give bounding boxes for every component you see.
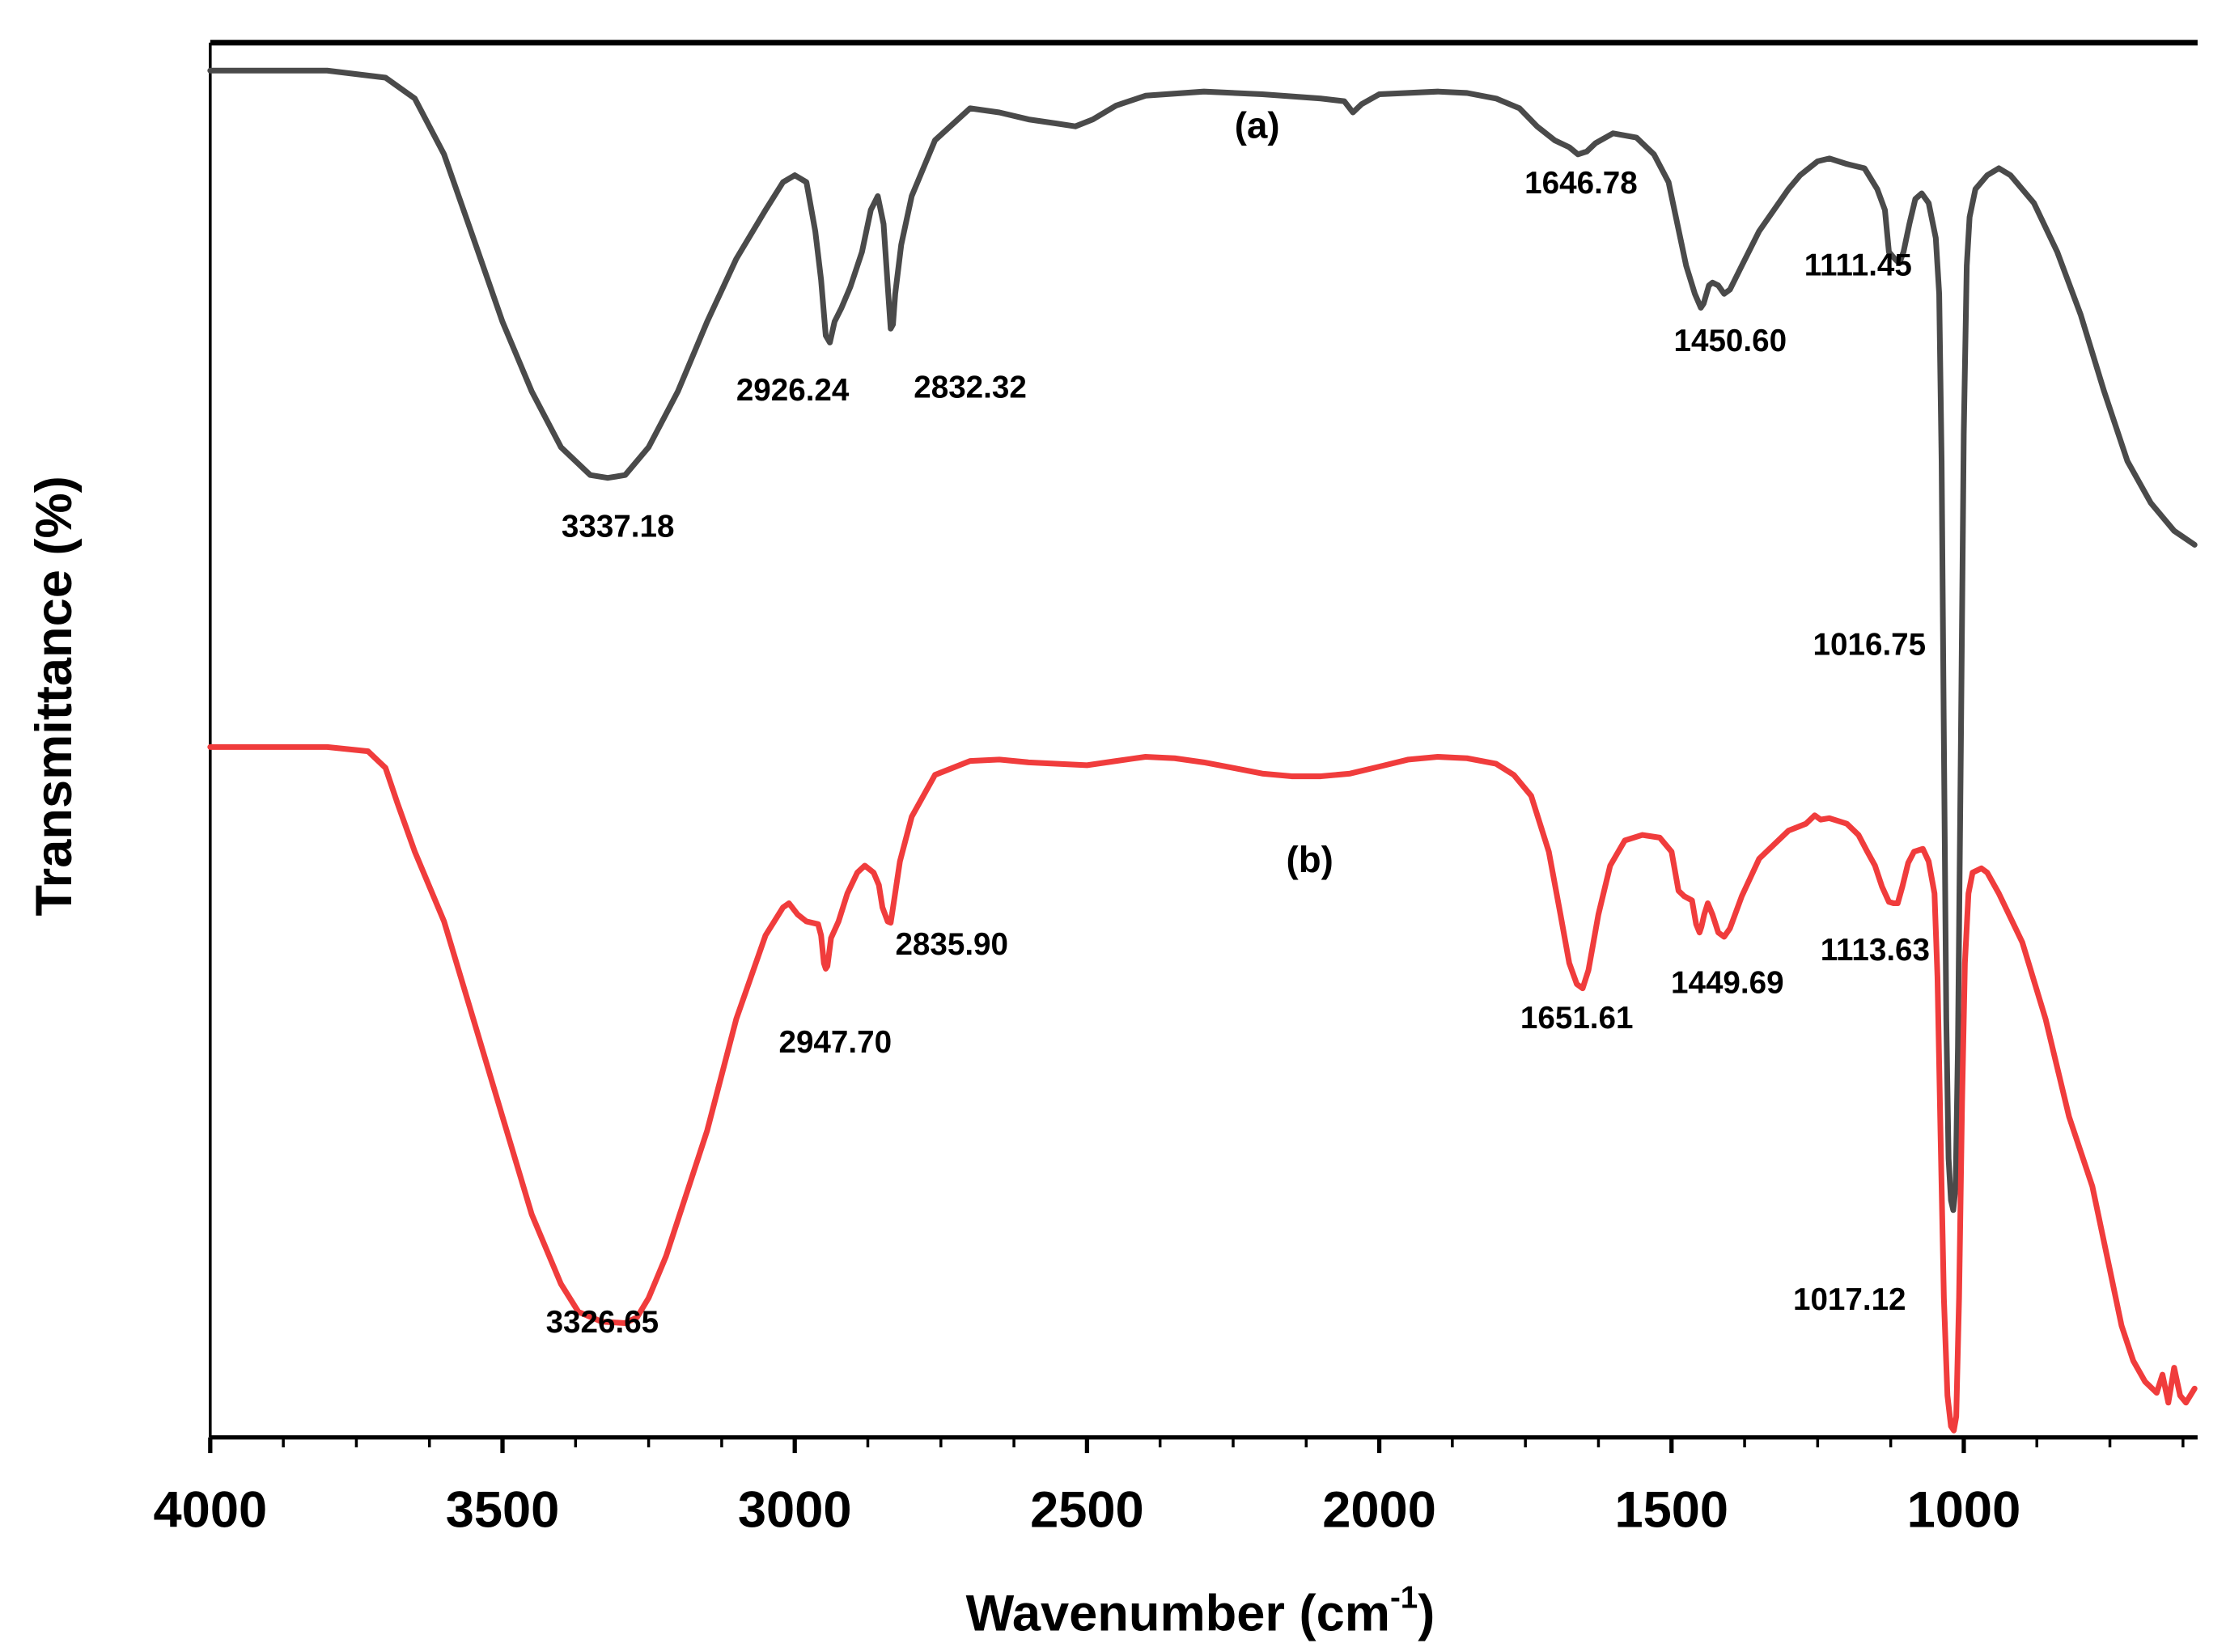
x-tick-label: 3000 [738,1481,852,1538]
x-tick-label: 2000 [1322,1481,1436,1538]
peak-label: 1111.45 [1804,248,1912,283]
peak-label: 2947.70 [778,1025,892,1060]
peak-label: 1113.63 [1821,933,1930,968]
y-axis-title: Transmittance (%) [26,476,83,916]
x-tick-label: 1000 [1907,1481,2021,1538]
x-ticks: 4000 3500 3000 2500 2000 1500 1000 [154,1437,2185,1538]
x-tick-label: 2500 [1030,1481,1144,1538]
series-tag-a: (a) [1235,104,1280,146]
series-tag-b: (b) [1287,839,1333,880]
peak-label: 2926.24 [736,373,850,408]
peak-label: 1651.61 [1520,1001,1634,1036]
peak-label: 2835.90 [895,927,1008,962]
x-tick-label: 4000 [154,1481,268,1538]
series-line-a [207,67,2198,1214]
x-axis-title: Wavenumber (cm-1) [966,1580,1435,1641]
peak-label: 1450.60 [1674,324,1787,358]
series-layer: (a) (b) [207,67,2198,1434]
series-line-b [207,743,2198,1434]
peak-label: 2832.32 [914,371,1027,405]
x-tick-label: 1500 [1614,1481,1728,1538]
annotation-layer: 3337.18 2926.24 2832.32 1646.78 1450.60 1111.… [546,166,1930,1340]
peak-label: 1016.75 [1813,627,1927,662]
peak-label: 1449.69 [1671,965,1784,1000]
x-tick-label: 3500 [446,1481,560,1538]
peak-label: 1017.12 [1793,1282,1906,1317]
plot-frame [209,40,2198,1440]
peak-label: 1646.78 [1524,166,1638,201]
peak-label: 3326.65 [546,1305,659,1340]
peak-label: 3337.18 [562,510,675,544]
